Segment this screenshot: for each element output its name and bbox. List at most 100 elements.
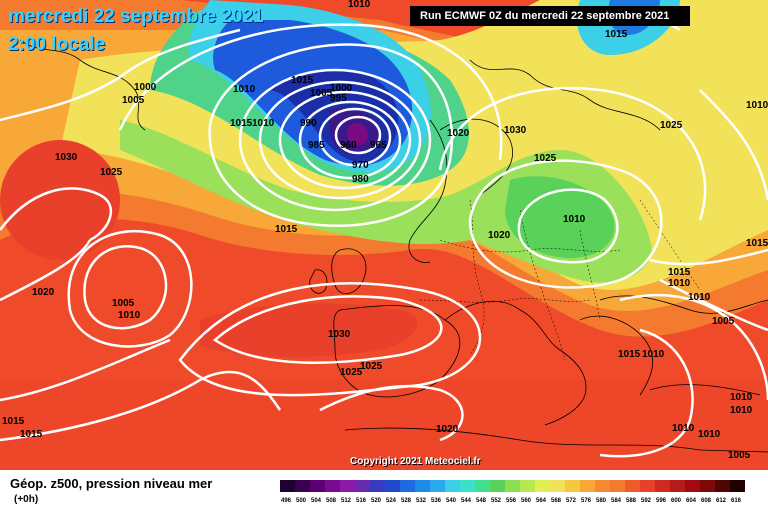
map-time-title: 2:00 locale	[8, 34, 106, 55]
scale-tick-label: 556	[506, 498, 517, 504]
scale-swatch	[445, 480, 460, 492]
geopotential-field-lightgreen	[120, 120, 652, 283]
scale-tick-label: 588	[626, 498, 637, 504]
isobar-label: 1015	[275, 224, 298, 235]
scale-swatch	[310, 480, 325, 492]
scale-swatch	[640, 480, 655, 492]
isobar-label: 1020	[32, 287, 55, 298]
isobars	[0, 12, 768, 458]
scale-tick-label: 576	[581, 498, 592, 504]
scale-tick-label: 584	[611, 498, 622, 504]
scale-tick-label: 504	[311, 498, 322, 504]
scale-swatch	[625, 480, 640, 492]
scale-tick-label: 572	[566, 498, 577, 504]
scale-tick-label: 548	[476, 498, 487, 504]
scale-swatch	[670, 480, 685, 492]
scale-tick-label: 604	[686, 498, 697, 504]
scale-swatch	[355, 480, 370, 492]
scale-swatch	[430, 480, 445, 492]
isobar-label: 1010	[730, 405, 753, 416]
scale-tick-label: 568	[551, 498, 562, 504]
isobar-label: 1015	[20, 429, 43, 440]
scale-tick-label: 540	[446, 498, 457, 504]
map-canvas: 1010 1000 1005 1030 1025 1015 1010 1015 …	[0, 0, 768, 470]
isobar-label: 1005	[112, 298, 135, 309]
scale-swatch	[535, 480, 550, 492]
isobar-label: 960	[340, 140, 357, 151]
isobar-label: 1020	[436, 424, 459, 435]
isobar-label: 1005	[712, 316, 735, 327]
isobar-labels: 1010 1000 1005 1030 1025 1015 1010 1015 …	[2, 0, 768, 461]
run-info-label: Run ECMWF 0Z du mercredi 22 septembre 20…	[410, 6, 690, 26]
scale-swatch	[595, 480, 610, 492]
scale-tick-label: 520	[371, 498, 382, 504]
isobar-label: 965	[370, 140, 387, 151]
isobar-label: 1010	[348, 0, 371, 10]
scale-swatch	[685, 480, 700, 492]
isobar-label: 1010	[672, 423, 695, 434]
scale-tick-label: 500	[296, 498, 307, 504]
scale-tick-label: 592	[641, 498, 652, 504]
isobar-label: 1010	[668, 278, 691, 289]
weather-map: 1010 1000 1005 1030 1025 1015 1010 1015 …	[0, 0, 768, 470]
scale-swatch	[520, 480, 535, 492]
scale-swatch	[325, 480, 340, 492]
isobar-label: 1010	[730, 392, 753, 403]
scale-swatch	[385, 480, 400, 492]
isobar-label: 1025	[340, 367, 363, 378]
scale-tick-label: 512	[341, 498, 352, 504]
isobar-label: 980	[352, 174, 369, 185]
isobar-label: 1000	[134, 82, 157, 93]
isobar-label: 1005	[728, 450, 751, 461]
isobar-label: 1015	[618, 349, 641, 360]
scale-tick-label: 524	[386, 498, 397, 504]
scale-tick-label: 564	[536, 498, 547, 504]
scale-swatch	[295, 480, 310, 492]
isobar-label: 1000	[330, 83, 353, 94]
scale-tick-label: 496	[281, 498, 292, 504]
isobar-label: 1020	[488, 230, 511, 241]
scale-tick-label: 508	[326, 498, 337, 504]
isobar-label: 1005	[122, 95, 145, 106]
scale-tick-label: 616	[731, 498, 742, 504]
isobar-label: 1015	[605, 29, 628, 40]
isobar-label: 1030	[504, 125, 527, 136]
scale-swatch	[715, 480, 730, 492]
scale-swatch	[580, 480, 595, 492]
isobar-label: 1010	[746, 100, 768, 111]
scale-tick-label: 580	[596, 498, 607, 504]
scale-swatch	[340, 480, 355, 492]
isobar-label: 1020	[447, 128, 470, 139]
isobar-label: 970	[352, 160, 369, 171]
scale-tick-label: 560	[521, 498, 532, 504]
scale-swatch	[400, 480, 415, 492]
isobar-label: 1025	[360, 361, 383, 372]
isobar-label: 1010	[698, 429, 721, 440]
scale-tick-label: 612	[716, 498, 727, 504]
geopotential-field-red-ridge	[200, 303, 418, 357]
isobar-label: 1025	[660, 120, 683, 131]
color-scale: 496 500 504 508 512 516 520 524 528 532 536 540 544 5…	[280, 480, 745, 504]
scale-swatch	[490, 480, 505, 492]
isobar-label: 1015	[2, 416, 25, 427]
isobar-label: 1030	[328, 329, 351, 340]
scale-swatch	[415, 480, 430, 492]
scale-tick-label: 544	[461, 498, 472, 504]
geopotential-field-red-west	[0, 140, 120, 260]
scale-tick-label: 596	[656, 498, 667, 504]
scale-swatch	[370, 480, 385, 492]
legend-footer: Géop. z500, pression niveau mer (+0h) 49…	[0, 470, 768, 512]
isobar-label: 1025	[100, 167, 123, 178]
scale-swatch	[475, 480, 490, 492]
scale-swatch	[550, 480, 565, 492]
isobar-label: 1005	[310, 88, 333, 99]
isobar-label: 995	[330, 93, 347, 104]
scale-tick-label: 532	[416, 498, 427, 504]
scale-swatch	[280, 480, 295, 492]
isobar-label: 1015	[291, 75, 314, 86]
isobar-label: 1025	[534, 153, 557, 164]
map-date-title: mercredi 22 septembre 2021	[8, 6, 264, 27]
scale-tick-label: 536	[431, 498, 442, 504]
scale-swatch	[700, 480, 715, 492]
isobar-label: 1010	[563, 214, 586, 225]
